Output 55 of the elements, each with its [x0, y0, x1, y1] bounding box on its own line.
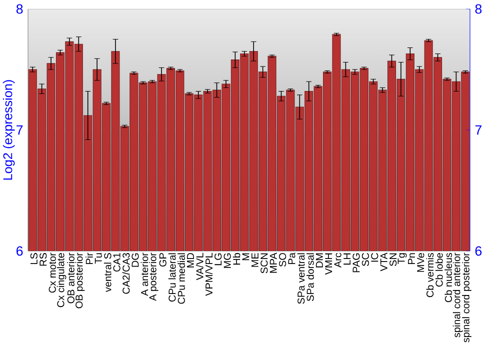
x-tick-label: SPa ventral [297, 253, 305, 304]
x-tick-label: Tg [398, 253, 407, 264]
x-tick-label: Tu [94, 253, 102, 264]
x-tick-label: VTA [380, 252, 388, 272]
x-tick-label: SO [279, 253, 286, 267]
x-tick-label: SC [362, 252, 369, 266]
x-tick-label: SPa dorsal [306, 253, 314, 302]
x-tick-label: LH [344, 253, 350, 265]
y2-tick-label: 8 [475, 4, 482, 14]
x-tick-label: Hb [232, 253, 240, 265]
x-tick-label: Cb nucleus [444, 252, 452, 302]
x-tick-label: Cx motor [48, 252, 56, 293]
x-tick-label: DM [316, 253, 323, 268]
x-tick-label: Arc [334, 252, 342, 268]
x-tick-label: MG [224, 253, 231, 268]
x-tick-label: CA1 [113, 253, 120, 272]
x-tick-label: SCN [260, 253, 268, 274]
x-tick-label: CA2/CA3 [122, 253, 130, 294]
x-tick-label: RS [40, 253, 47, 266]
x-tick-label: SN [390, 253, 397, 266]
y-tick-label: 7 [16, 125, 23, 135]
x-tick-label: VA/VL [196, 252, 204, 280]
x-tick-label: MPA [270, 252, 277, 273]
x-tick-label: spinal cord posterior [462, 252, 472, 342]
x-tick-label: VPM/VPL [205, 252, 213, 296]
x-tick-label: ME [251, 253, 258, 267]
y-tick-label: 6 [16, 246, 23, 256]
x-tick-label: A posterior [148, 252, 158, 301]
x-tick-label: PAG [352, 253, 360, 272]
x-tick-label: spinal cord anterior [452, 252, 462, 338]
x-tick-label: LG [214, 253, 222, 266]
x-tick-label: IC [371, 252, 378, 262]
x-tick-label: OB anterior [67, 252, 74, 304]
x-tick-label: CPu lateral [168, 253, 176, 302]
x-tick-label: LS [30, 253, 38, 264]
x-tick-label: Pn [408, 253, 415, 264]
x-tick-label: GP [159, 253, 166, 267]
x-tick-label: Cx cingulate [56, 253, 66, 308]
x-tick-label: CPu medial [178, 253, 185, 304]
y2-tick-label: 6 [475, 246, 482, 256]
y-tick-label: 8 [16, 4, 23, 14]
x-tick-label: Cb lobe [435, 253, 443, 287]
y-axis-title: Log2 (expression) [2, 80, 15, 180]
x-tick-label: Cb vermis [426, 252, 434, 298]
x-tick-label: Pa [288, 252, 296, 264]
x-tick-label: ventral S [104, 253, 112, 292]
x-tick-label: MD [187, 253, 194, 268]
x-tick-label: VMH [325, 253, 332, 275]
y2-tick-label: 7 [475, 125, 482, 135]
x-tick-label: DG [132, 253, 139, 267]
x-tick-label: MVe [417, 253, 424, 272]
x-tick-label: A anterior [140, 252, 148, 296]
x-tick-label: Pir [86, 252, 93, 264]
x-tick-label: OB posterior [75, 252, 85, 308]
x-tick-label: M [242, 253, 250, 260]
